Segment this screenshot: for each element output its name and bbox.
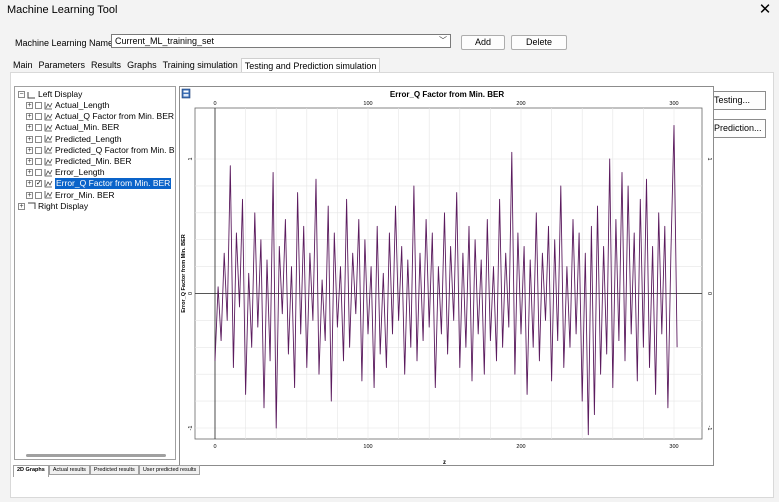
expand-icon[interactable]: + [26,135,33,143]
graph-icon [44,123,53,132]
x-tick-label-top: 100 [363,101,372,107]
checkbox[interactable] [35,135,42,143]
tab-actual-results[interactable]: Actual results [48,465,90,475]
collapse-icon[interactable]: − [18,91,25,98]
x-axis-label: z [443,460,446,466]
checkbox[interactable] [35,191,42,199]
series-line-0 [214,124,678,436]
expand-icon[interactable]: + [26,158,33,165]
tab-2d-graphs[interactable]: 2D Graphs [13,465,49,477]
tree-item-label: Actual_Min. BER [55,122,120,133]
ml-name-select[interactable]: Current_ML_training_set ﹀ [111,34,451,48]
graph-frame: Error_Q Factor from Min. BER 0 0 100 100 200… [179,86,714,466]
y-axis-label: Error_Q Factor from Min. BER [181,234,187,313]
tab-main[interactable]: Main [13,60,33,70]
tree-item[interactable]: + ✓ Error_Q Factor from Min. BER [26,178,172,190]
tree-item-label: Actual_Q Factor from Min. BER [55,111,175,122]
tree-item[interactable]: + Predicted_Min. BER [26,156,132,167]
ml-name-label: Machine Learning Name: [15,38,116,48]
tree-scrollbar[interactable] [26,454,166,457]
x-tick-label-top: 300 [669,101,678,107]
tab-parameters[interactable]: Parameters [38,60,86,70]
checkbox[interactable] [35,113,42,121]
chart: Error_Q Factor from Min. BER 00100100200… [181,88,712,466]
testing-button[interactable]: Testing... [712,91,766,110]
tab-graphs[interactable]: Graphs [127,60,157,70]
tree-item[interactable]: + Actual_Length [26,100,109,111]
graph-icon [44,146,53,154]
tree-item[interactable]: + Error_Length [26,167,105,178]
title-bar [0,0,779,22]
expand-icon[interactable]: + [26,180,33,188]
y-tick-label-left: 0 [188,292,194,295]
tree-item-label: Predicted_Q Factor from Min. BER [55,144,176,155]
x-tick-label-top: 200 [516,101,525,107]
prediction-button[interactable]: Prediction... [712,119,766,138]
tree-item[interactable]: + Actual_Min. BER [26,122,119,133]
graph-icon [44,101,53,109]
graph-icon [44,157,53,165]
expand-icon[interactable]: + [18,202,25,210]
expand-icon[interactable]: + [26,191,33,199]
x-tick-label-bottom: 100 [363,444,372,450]
tab-user-predicted-results[interactable]: User predicted results [138,465,201,475]
bottom-tab-bar: 2D Graphs Actual results Predicted resul… [13,465,201,477]
tree-item-label: Actual_Length [55,100,110,110]
checkbox[interactable] [35,124,42,132]
x-tick-label-bottom: 0 [213,444,216,450]
y-tick-label-left: -1 [188,426,194,431]
add-button[interactable]: Add [461,35,505,50]
y-tick-label-right: -1 [706,426,712,431]
x-tick-label-bottom: 200 [516,444,525,450]
y-tick-label-left: 1 [188,157,194,160]
tree-item-label: Error_Min. BER [55,189,115,200]
ml-name-value: Current_ML_training_set [115,36,215,46]
display-icon [27,91,35,98]
checkbox[interactable]: ✓ [35,180,42,188]
tree-item-label: Error_Length [55,167,105,178]
window-title: Machine Learning Tool [7,4,118,16]
tree-node-label: Right Display [38,200,89,211]
expand-icon[interactable]: + [26,102,33,109]
tree-node-label: Left Display [38,89,83,99]
y-tick-label-right: 0 [706,292,712,295]
tree-node-right-display[interactable]: + Right Display [18,201,88,212]
checkbox[interactable] [35,146,42,154]
checkbox[interactable] [35,102,42,109]
expand-icon[interactable]: + [26,146,33,154]
tree-item[interactable]: + Predicted_Q Factor from Min. BER [26,144,176,156]
display-tree: − Left Display + Actual_Length + Actual_Q F… [14,86,176,460]
tree-item-label: Predicted_Length [55,133,122,144]
checkbox[interactable] [35,169,42,177]
delete-button[interactable]: Delete [511,35,567,50]
close-icon[interactable]: ✕ [758,1,772,18]
tab-training-simulation[interactable]: Training simulation [162,60,238,70]
x-tick-label-top: 0 [213,101,216,107]
tab-results[interactable]: Results [91,60,122,70]
tab-predicted-results[interactable]: Predicted results [89,465,139,475]
graph-icon [44,168,53,177]
tree-node-left-display[interactable]: − Left Display [18,89,82,100]
tree-item-label: Predicted_Min. BER [55,156,132,166]
checkbox[interactable] [35,158,42,165]
chevron-down-icon: ﹀ [439,36,447,45]
tab-bar: Main Parameters Results Graphs Training … [10,58,381,72]
expand-icon[interactable]: + [26,113,33,121]
chart-title: Error_Q Factor from Min. BER [390,90,504,99]
tree-item-label: Error_Q Factor from Min. BER [55,178,172,190]
tree-item[interactable]: + Actual_Q Factor from Min. BER [26,111,174,122]
graph-icon [44,112,53,121]
expand-icon[interactable]: + [26,169,33,177]
tree-item[interactable]: + Predicted_Length [26,134,122,145]
x-tick-label-bottom: 300 [669,444,678,450]
display-icon [28,202,36,210]
graph-icon [44,191,53,199]
tree-item[interactable]: + Error_Min. BER [26,190,115,201]
graph-toolbar-icon[interactable] [181,88,191,99]
graph-icon [44,135,53,143]
tab-testing-prediction[interactable]: Testing and Prediction simulation [240,58,381,72]
expand-icon[interactable]: + [26,124,33,132]
graph-icon [44,179,53,188]
y-tick-label-right: 1 [706,157,712,160]
